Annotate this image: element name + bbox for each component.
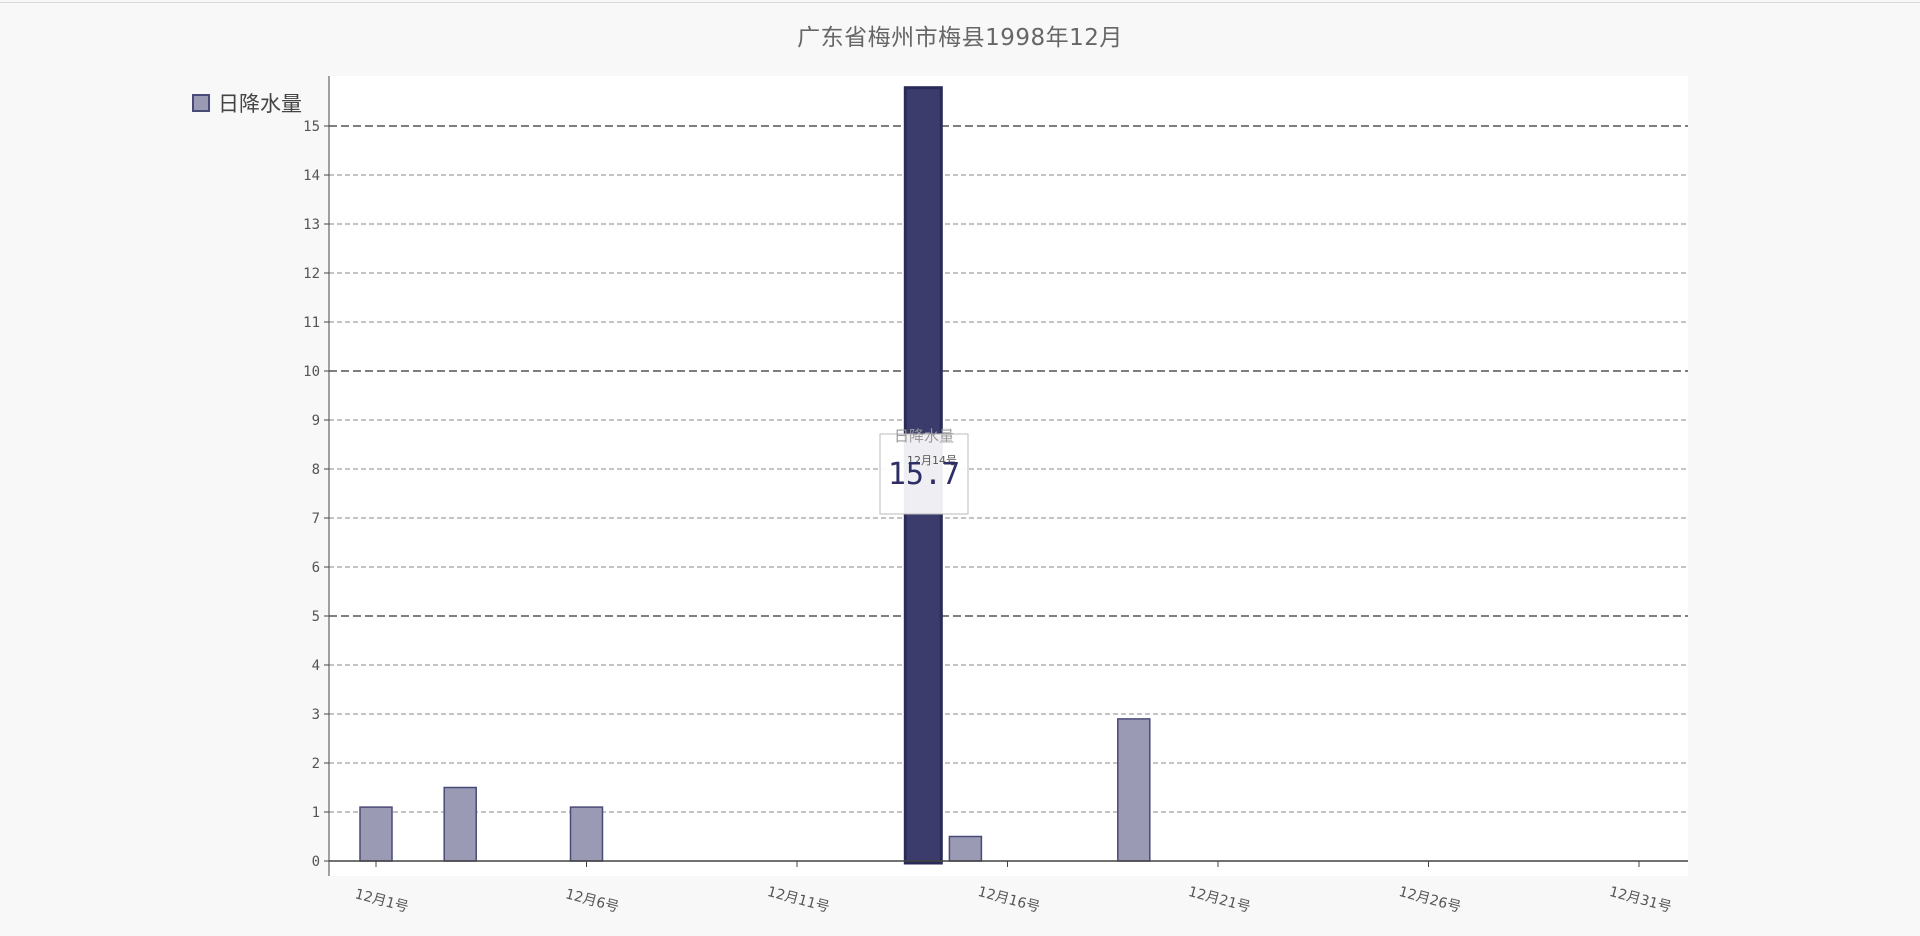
top-divider	[0, 2, 1920, 3]
plot-area	[329, 76, 1688, 876]
y-tick-label: 11	[303, 315, 320, 331]
y-tick-label: 4	[312, 658, 320, 674]
x-tick-label: 12月6号	[564, 886, 621, 916]
x-tick-label: 12月26号	[1397, 884, 1463, 916]
legend-swatch	[192, 94, 210, 112]
y-tick-label: 0	[312, 854, 320, 870]
bar-12月6号[interactable]	[569, 806, 604, 862]
bar-12月15号[interactable]	[948, 835, 983, 862]
legend-label: 日降水量	[218, 92, 302, 116]
bar-12月1号[interactable]	[359, 806, 393, 862]
y-tick-label: 9	[312, 413, 320, 429]
x-tick-label: 12月21号	[1186, 884, 1252, 916]
bars[interactable]	[359, 86, 1151, 865]
x-tick-label: 12月11号	[765, 884, 831, 916]
y-tick-label: 6	[312, 560, 320, 576]
tooltip-series: 日降水量	[894, 427, 954, 445]
y-tick-label: 2	[312, 756, 320, 772]
y-tick-label: 13	[303, 217, 320, 233]
chart-title: 广东省梅州市梅县1998年12月	[797, 25, 1123, 51]
grid-lines	[329, 125, 1688, 813]
x-tick-label: 12月16号	[976, 884, 1042, 916]
x-tick-label: 12月31号	[1607, 884, 1673, 916]
tooltip-category: 12月14号	[907, 454, 957, 467]
y-tick-label: 5	[312, 609, 320, 625]
y-tick-label: 10	[303, 364, 320, 380]
legend[interactable]: 日降水量	[192, 88, 302, 118]
x-tick-label: 12月1号	[353, 886, 410, 916]
bar-12月19号[interactable]	[1117, 718, 1151, 862]
y-tick-label: 7	[312, 511, 320, 527]
tooltip-box	[879, 433, 969, 515]
tooltip: 日降水量 12月14号 15.7	[879, 427, 969, 515]
y-tick-label: 1	[312, 805, 320, 821]
tooltip-value: 15.7	[888, 457, 960, 492]
y-tick-label: 14	[303, 168, 320, 184]
bar-12月3号[interactable]	[443, 786, 477, 862]
y-tick-label: 12	[303, 266, 320, 282]
y-tick-label: 15	[303, 119, 320, 135]
y-tick-label: 3	[312, 707, 320, 723]
y-tick-label: 8	[312, 462, 320, 478]
